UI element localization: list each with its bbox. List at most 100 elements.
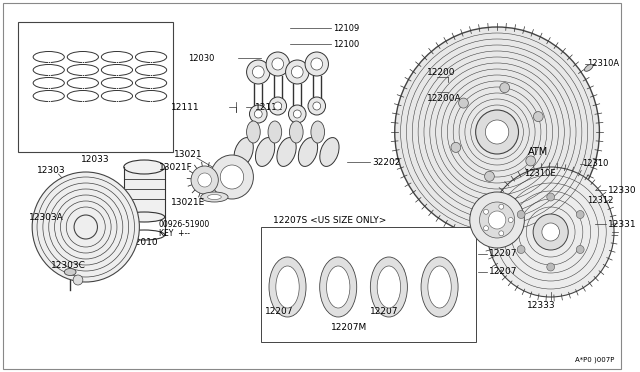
Text: 12033: 12033 <box>81 154 110 164</box>
Text: KEY  +--: KEY +-- <box>159 228 190 237</box>
Ellipse shape <box>65 269 76 276</box>
Text: 12333: 12333 <box>527 301 556 311</box>
Ellipse shape <box>326 266 350 308</box>
Ellipse shape <box>269 257 306 317</box>
Text: 13021: 13021 <box>173 150 202 158</box>
Circle shape <box>487 167 614 297</box>
Circle shape <box>252 66 264 78</box>
Circle shape <box>272 58 284 70</box>
Ellipse shape <box>428 266 451 308</box>
Circle shape <box>526 156 536 166</box>
Ellipse shape <box>124 212 164 222</box>
Ellipse shape <box>298 138 317 166</box>
Text: 13021E: 13021E <box>171 198 205 206</box>
Text: 12207: 12207 <box>371 308 399 317</box>
Circle shape <box>198 173 211 187</box>
Text: 12207: 12207 <box>265 308 294 317</box>
Text: 12207: 12207 <box>489 267 518 276</box>
Circle shape <box>488 211 506 229</box>
Circle shape <box>500 83 509 93</box>
Circle shape <box>311 58 323 70</box>
Circle shape <box>479 202 515 238</box>
Text: 12312: 12312 <box>587 196 613 205</box>
Circle shape <box>484 209 488 214</box>
Circle shape <box>517 211 525 218</box>
Text: 12200A: 12200A <box>427 93 461 103</box>
Circle shape <box>246 60 270 84</box>
Circle shape <box>547 263 555 271</box>
Circle shape <box>508 218 513 222</box>
Circle shape <box>285 60 309 84</box>
Circle shape <box>274 102 282 110</box>
Ellipse shape <box>124 160 164 174</box>
Ellipse shape <box>311 121 324 143</box>
Text: 12207: 12207 <box>489 250 518 259</box>
Text: 13021F: 13021F <box>159 163 193 171</box>
Text: 12303A: 12303A <box>29 212 64 221</box>
Circle shape <box>577 211 584 218</box>
Circle shape <box>470 192 524 248</box>
Text: 12109: 12109 <box>333 23 360 32</box>
Ellipse shape <box>255 138 275 166</box>
Text: A*P0 )007P: A*P0 )007P <box>575 357 614 363</box>
Circle shape <box>533 112 543 122</box>
Circle shape <box>476 110 518 154</box>
Ellipse shape <box>320 138 339 166</box>
Ellipse shape <box>268 121 282 143</box>
Circle shape <box>308 97 326 115</box>
Ellipse shape <box>99 199 120 209</box>
Circle shape <box>542 223 559 241</box>
Ellipse shape <box>371 257 408 317</box>
Ellipse shape <box>124 230 164 240</box>
Ellipse shape <box>421 257 458 317</box>
Ellipse shape <box>289 121 303 143</box>
Ellipse shape <box>584 64 593 71</box>
Circle shape <box>485 120 509 144</box>
Ellipse shape <box>207 195 221 199</box>
Circle shape <box>517 246 525 253</box>
Text: 12207M: 12207M <box>332 323 367 331</box>
Circle shape <box>577 246 584 253</box>
Circle shape <box>191 166 218 194</box>
Text: 12303C: 12303C <box>51 260 86 269</box>
Text: 12330: 12330 <box>608 186 637 195</box>
Text: 12032: 12032 <box>60 177 89 186</box>
Circle shape <box>533 214 568 250</box>
Circle shape <box>459 98 468 108</box>
Circle shape <box>32 172 140 282</box>
Circle shape <box>313 102 321 110</box>
Ellipse shape <box>234 138 253 166</box>
Text: 12303: 12303 <box>37 166 66 174</box>
Circle shape <box>291 66 303 78</box>
Circle shape <box>289 105 306 123</box>
Text: 00926-51900: 00926-51900 <box>159 219 210 228</box>
Circle shape <box>547 193 555 201</box>
Ellipse shape <box>201 192 228 202</box>
Circle shape <box>451 142 461 153</box>
Text: 12200: 12200 <box>427 67 456 77</box>
Text: 32202: 32202 <box>372 157 401 167</box>
Ellipse shape <box>276 266 300 308</box>
Text: 12112: 12112 <box>255 103 284 112</box>
Ellipse shape <box>277 138 296 166</box>
Bar <box>17 22 173 152</box>
Text: 12310E: 12310E <box>524 169 556 178</box>
Text: ATM: ATM <box>528 147 548 157</box>
Circle shape <box>211 155 253 199</box>
Text: 12111: 12111 <box>171 103 200 112</box>
Circle shape <box>499 204 504 209</box>
Bar <box>261 227 476 342</box>
Text: 12310: 12310 <box>582 159 608 168</box>
Text: 12310A: 12310A <box>587 59 619 68</box>
Circle shape <box>499 231 504 236</box>
Circle shape <box>220 165 244 189</box>
Circle shape <box>395 27 600 237</box>
Circle shape <box>73 275 83 285</box>
Circle shape <box>484 226 488 231</box>
Text: 12100: 12100 <box>333 39 360 48</box>
Text: 12030: 12030 <box>188 54 214 62</box>
Text: 12207S <US SIZE ONLY>: 12207S <US SIZE ONLY> <box>273 215 387 224</box>
Text: 12331: 12331 <box>608 219 637 228</box>
Circle shape <box>266 52 289 76</box>
Text: 12010: 12010 <box>130 237 159 247</box>
